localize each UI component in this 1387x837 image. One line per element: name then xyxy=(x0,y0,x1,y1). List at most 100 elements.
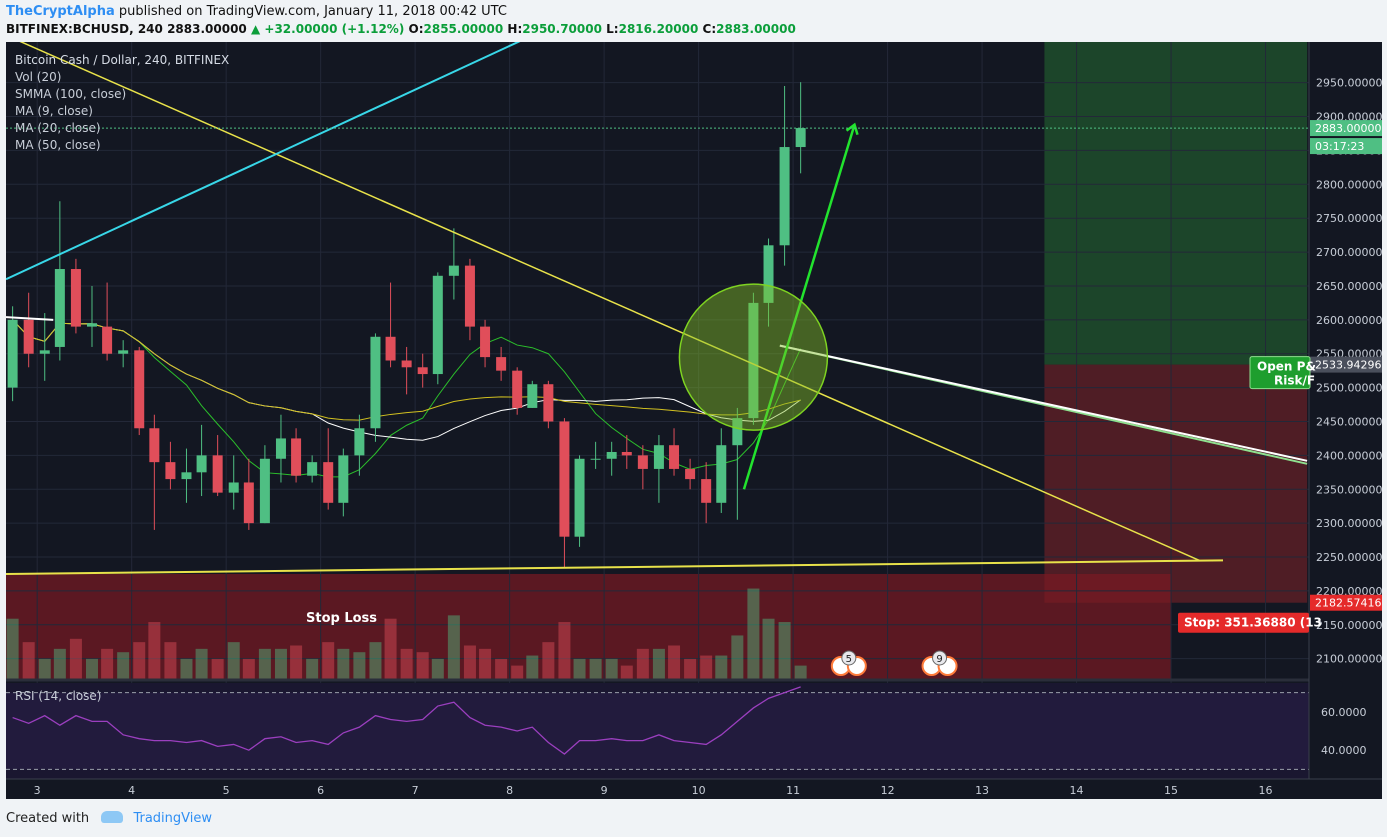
candle-body xyxy=(480,326,491,358)
candle-body xyxy=(212,455,223,493)
volume-bar xyxy=(495,658,508,679)
volume-bar xyxy=(605,658,618,679)
legend-ma20: MA (20, close) xyxy=(15,121,101,135)
candle-body xyxy=(559,421,570,537)
candle-body xyxy=(134,350,145,429)
volume-bar xyxy=(558,622,571,679)
stop-price-tag: 2182.57416 xyxy=(1315,597,1381,610)
target-arrow-head xyxy=(845,122,859,136)
white-short-line xyxy=(6,316,54,321)
volume-bar xyxy=(101,648,114,679)
ma9-line xyxy=(12,319,802,478)
countdown-tag-bg xyxy=(1310,138,1382,155)
volume-bar xyxy=(164,642,177,679)
stop-loss-zone xyxy=(6,573,1172,679)
candle-body xyxy=(606,451,617,459)
time-tick: 10 xyxy=(692,784,706,797)
candle-body xyxy=(543,384,554,422)
rsi-pane xyxy=(6,678,1382,779)
close-label: C: xyxy=(702,22,717,36)
candle-body xyxy=(338,455,349,503)
volume-bar xyxy=(731,635,744,679)
volume-bar xyxy=(274,648,287,679)
candle-body xyxy=(275,438,286,459)
ma50-line xyxy=(12,319,801,421)
candle-body xyxy=(763,245,774,303)
candle-body xyxy=(259,458,270,524)
volume-bar xyxy=(38,658,51,679)
volume-bar xyxy=(337,648,350,679)
volume-bar xyxy=(526,655,539,679)
time-tick: 12 xyxy=(881,784,895,797)
legend-ma50: MA (50, close) xyxy=(15,138,101,152)
legend-vol: Vol (20) xyxy=(15,70,61,84)
volume-bar xyxy=(447,615,460,679)
legend-title: Bitcoin Cash / Dollar, 240, BITFINEX xyxy=(15,53,229,67)
volume-bar xyxy=(211,658,224,679)
volume-bar xyxy=(53,648,66,679)
candle-body xyxy=(102,326,113,354)
volume-bar xyxy=(762,618,775,679)
volume-bar xyxy=(306,658,319,679)
up-triangle-icon: ▲ xyxy=(250,22,261,36)
symbol-label: BITFINEX:BCHUSD, 240 xyxy=(6,22,163,36)
event-badge xyxy=(932,650,948,666)
time-tick: 4 xyxy=(128,784,135,797)
candle-body xyxy=(196,455,207,473)
tradingview-link[interactable]: TradingView xyxy=(133,811,212,826)
candle-body xyxy=(653,445,664,469)
rsi-band xyxy=(6,692,1309,770)
risk-text: Risk/F xyxy=(1274,374,1315,388)
candle-body xyxy=(527,384,538,408)
volume-bar xyxy=(369,642,382,679)
volume-bar xyxy=(463,645,476,679)
entry-price-tag-bg xyxy=(1310,356,1382,373)
volume-bar xyxy=(117,652,130,679)
time-axis: 3 4 5 6 7 8 9 10 11 12 13 14 15 16 xyxy=(6,778,1382,799)
time-tick: 14 xyxy=(1070,784,1084,797)
volume-bar xyxy=(589,658,602,679)
author-link[interactable]: TheCryptAlpha xyxy=(6,4,115,19)
risk-zone xyxy=(1044,364,1308,603)
time-tick: 11 xyxy=(786,784,800,797)
time-tick: 13 xyxy=(975,784,989,797)
candle-body xyxy=(23,319,34,354)
volume-bar xyxy=(431,658,444,679)
price-axis-bg xyxy=(1309,42,1382,799)
candle-body xyxy=(748,302,759,419)
last-price: 2883.00000 xyxy=(167,22,247,36)
target-arrow-line xyxy=(742,124,856,490)
close-value: 2883.00000 xyxy=(716,22,796,36)
time-tick: 7 xyxy=(412,784,419,797)
candle-body xyxy=(86,323,97,327)
candle-body xyxy=(590,458,601,460)
high-label: H: xyxy=(507,22,523,36)
high-value: 2950.70000 xyxy=(522,22,602,36)
open-label: O: xyxy=(408,22,424,36)
event-count: 5 xyxy=(846,654,852,665)
low-label: L: xyxy=(606,22,619,36)
volume-bar xyxy=(290,645,303,679)
candle-body xyxy=(54,269,65,347)
open-pl-box xyxy=(1249,356,1311,390)
volume-bar xyxy=(778,622,791,679)
volume-bar xyxy=(747,588,760,679)
volume-bar xyxy=(227,642,240,679)
cyan-trend-line xyxy=(6,42,521,281)
volume-bar xyxy=(133,642,146,679)
legend: Bitcoin Cash / Dollar, 240, BITFINEX Vol… xyxy=(15,53,377,703)
chart-svg[interactable]: 59 2100.0000002150.0000002200.0000002250… xyxy=(6,42,1382,799)
chart-panel[interactable]: 59 2100.0000002150.0000002200.0000002250… xyxy=(6,42,1382,799)
volume-bar xyxy=(258,648,271,679)
